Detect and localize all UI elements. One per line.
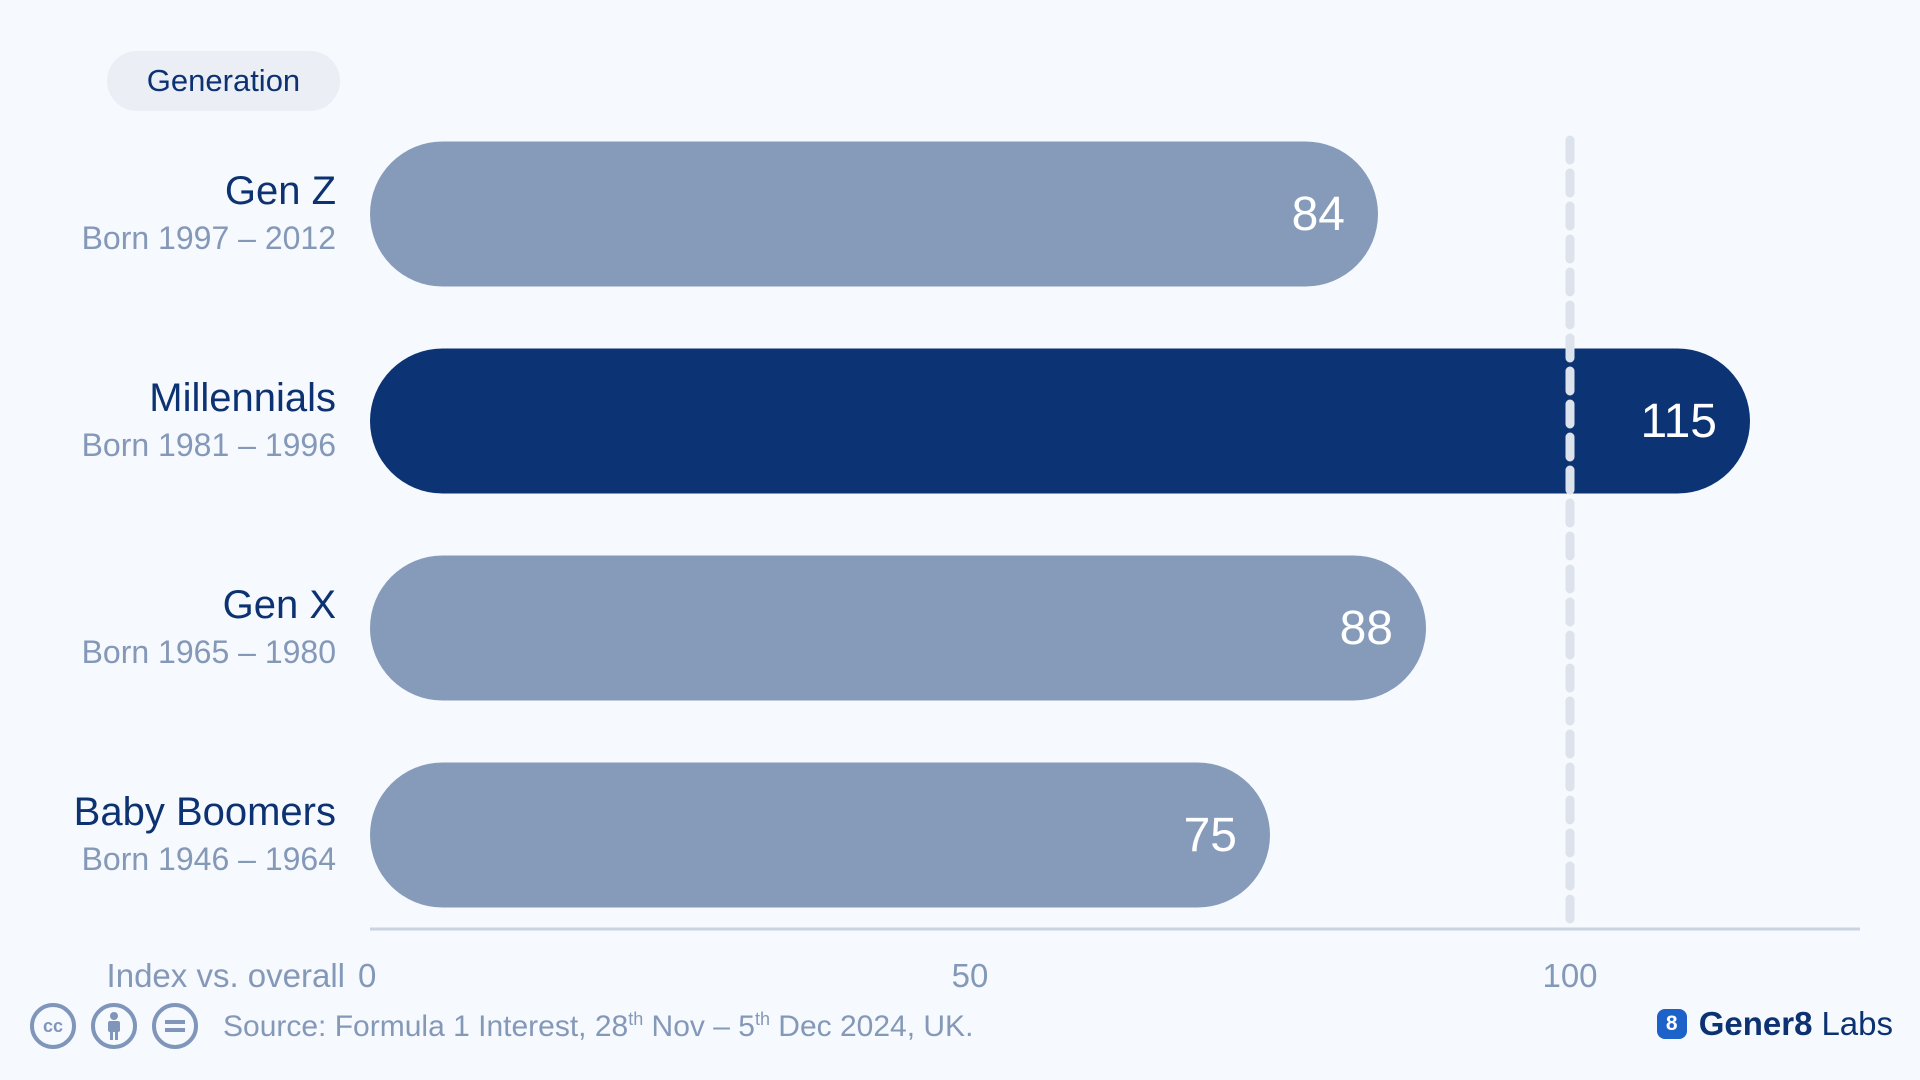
bar-gen-x — [370, 555, 1426, 701]
bar-millennials — [370, 348, 1750, 494]
brand-name-regular: Labs — [1821, 1005, 1893, 1042]
brand-logo: 8 Gener8 Labs — [1656, 1005, 1893, 1043]
x-tick-label: 0 — [358, 957, 376, 990]
data-label: 75 — [1184, 809, 1237, 862]
category-subtitle: Born 1965 – 1980 — [82, 634, 336, 670]
category-label: Gen Z — [225, 169, 336, 213]
footer: cc Source: Formula 1 Interest, 28th Nov … — [30, 998, 973, 1054]
x-tick-label: 100 — [1542, 957, 1597, 990]
attribution-icon — [91, 1003, 137, 1049]
category-label: Millennials — [149, 376, 336, 420]
x-tick-label: 50 — [952, 957, 989, 990]
category-label: Baby Boomers — [74, 790, 336, 834]
cc-icon: cc — [30, 1003, 76, 1049]
data-label: 84 — [1292, 188, 1345, 241]
brand-name-bold: Gener8 — [1698, 1005, 1813, 1042]
category-subtitle: Born 1946 – 1964 — [82, 841, 336, 877]
svg-text:cc: cc — [43, 1016, 63, 1036]
x-axis-label: Index vs. overall — [107, 957, 345, 990]
no-derivatives-icon — [152, 1003, 198, 1049]
bar-chart: 84 115 88 75 Gen Z Born 1997 – 2012 Millennial… — [74, 135, 1860, 990]
category-subtitle: Born 1981 – 1996 — [82, 427, 336, 463]
source-note: Source: Formula 1 Interest, 28th Nov – 5… — [223, 1008, 974, 1043]
category-label: Gen X — [223, 583, 336, 627]
gener8-logo-icon: 8 — [1656, 1009, 1687, 1039]
bar-baby-boomers — [370, 762, 1270, 908]
legend-pill: Generation — [107, 51, 340, 111]
data-label: 115 — [1640, 395, 1717, 448]
bar-gen-z — [370, 141, 1378, 287]
category-subtitle: Born 1997 – 2012 — [82, 220, 336, 256]
data-label: 88 — [1340, 602, 1393, 655]
